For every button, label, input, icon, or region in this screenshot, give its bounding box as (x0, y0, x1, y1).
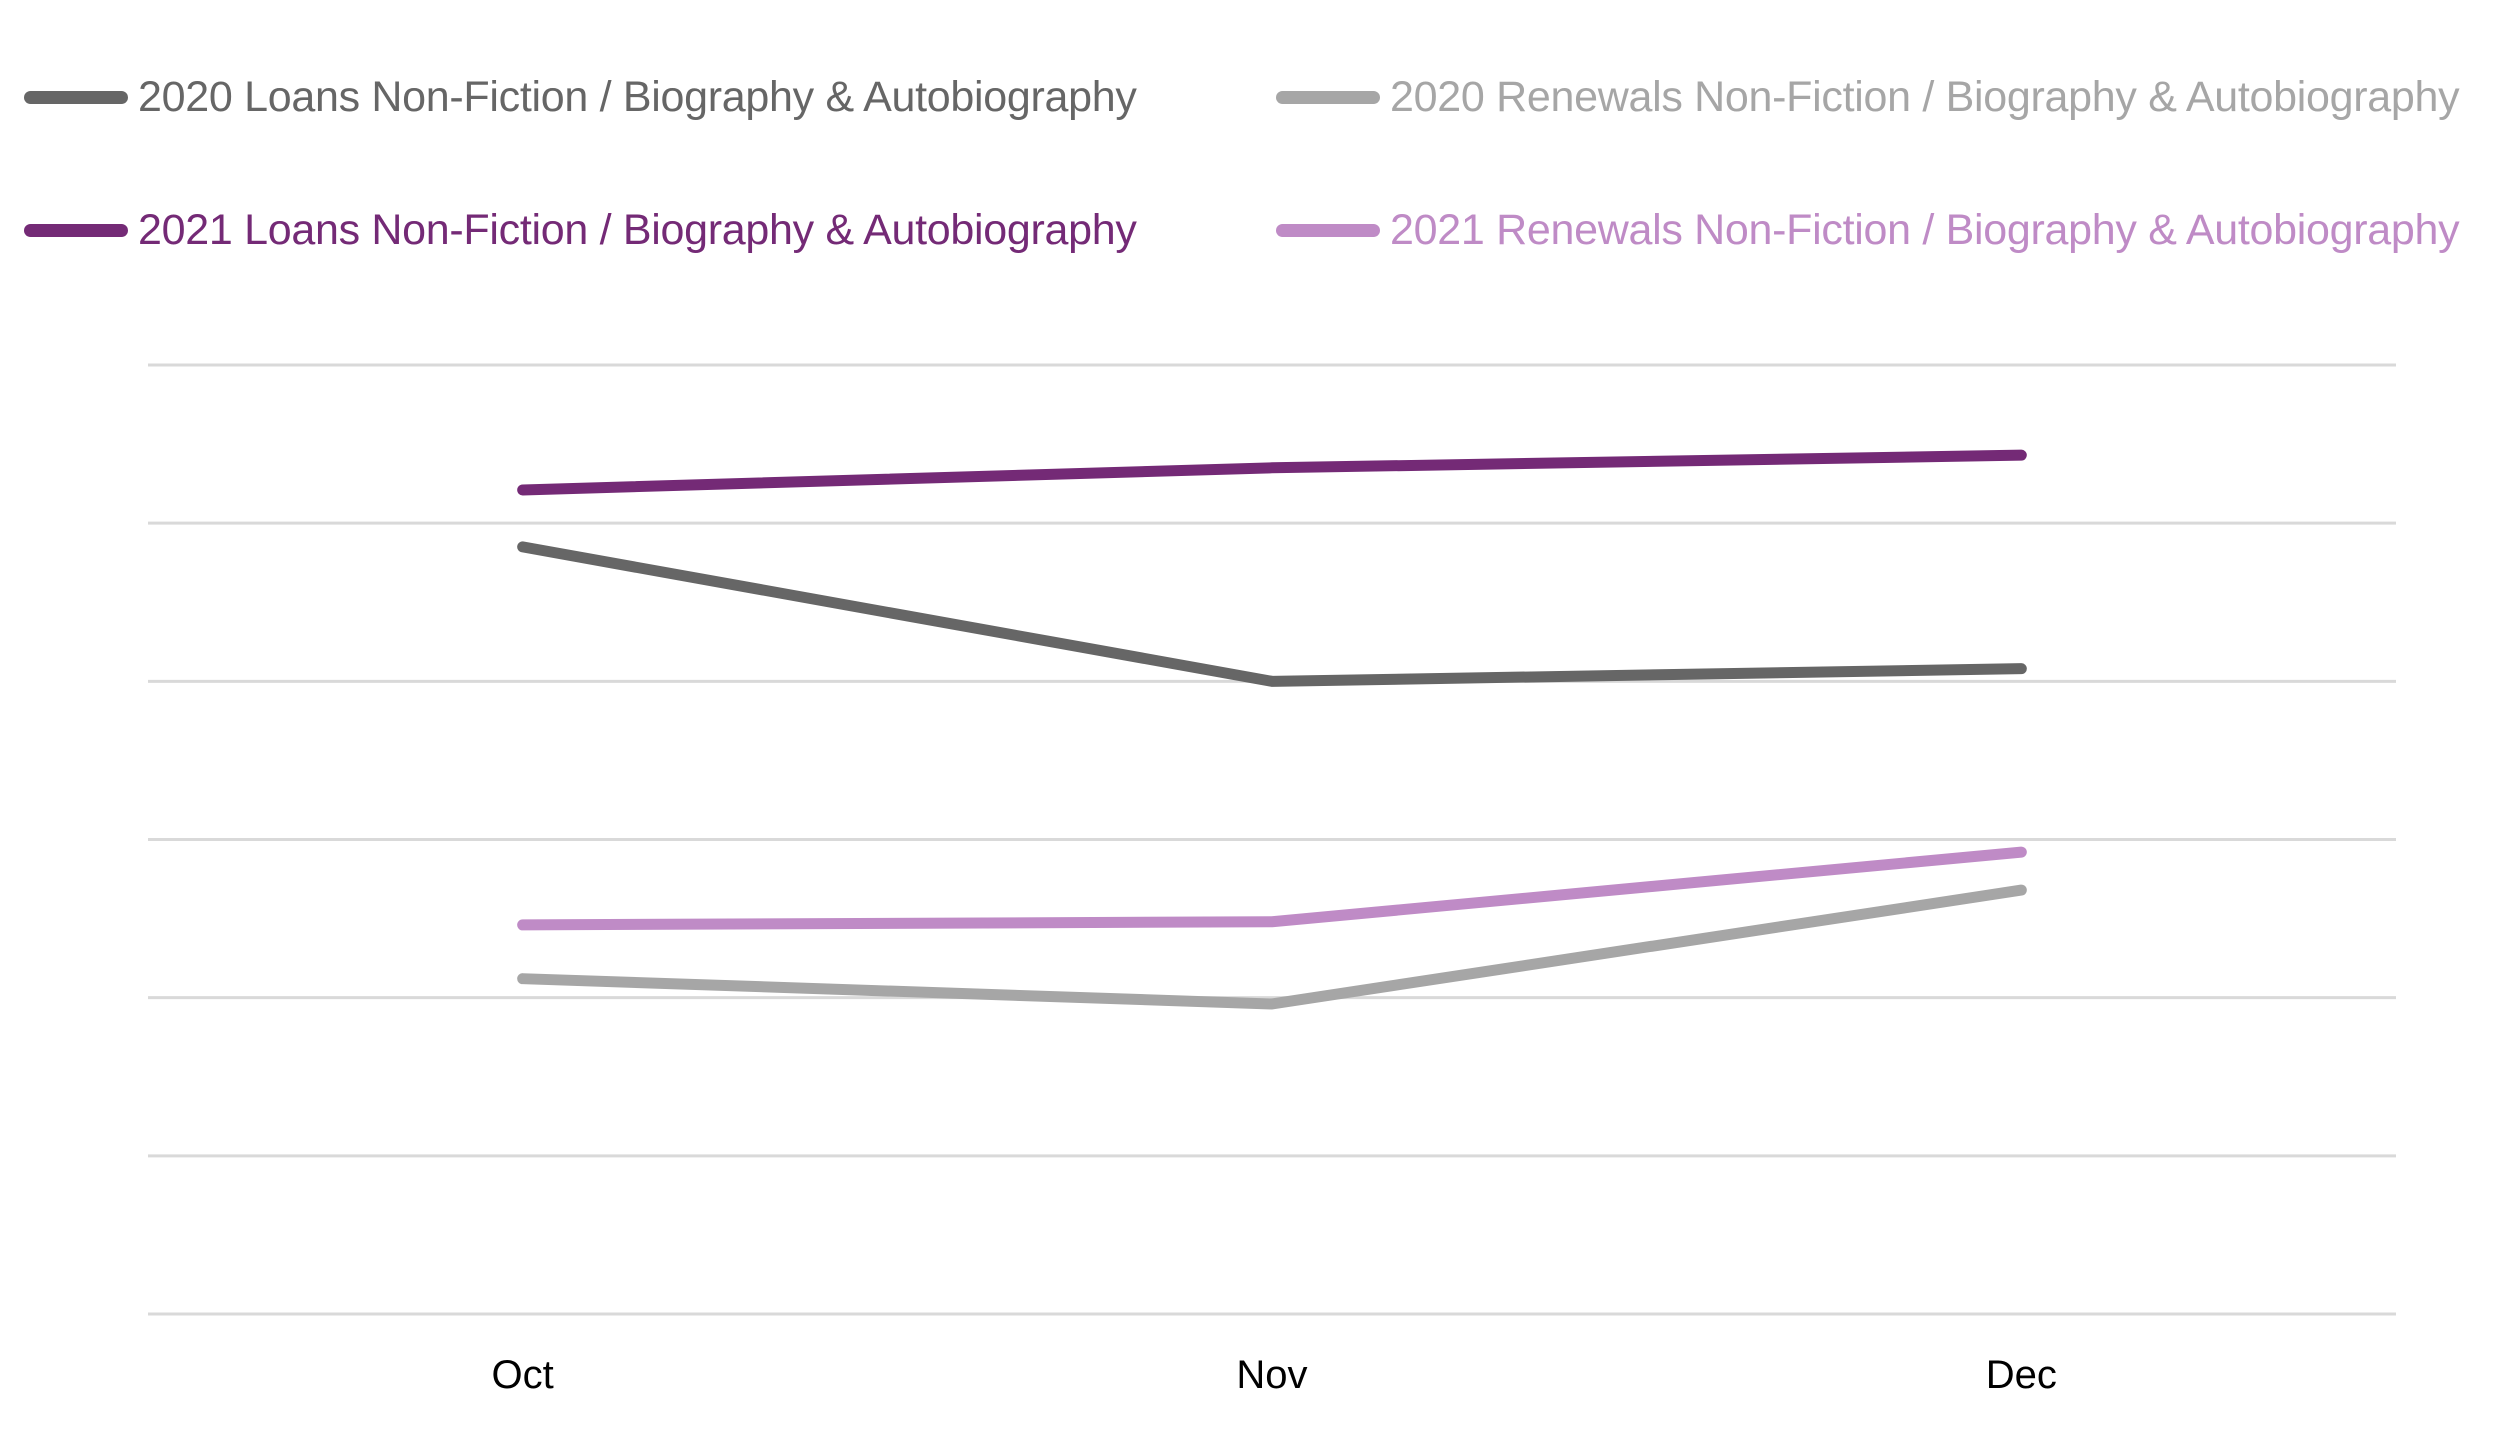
x-axis-tick-labels: Oct Nov Dec (492, 1353, 2057, 1397)
legend-label-2020-loans: 2020 Loans Non-Fiction / Biography & Aut… (138, 72, 1137, 121)
series-line-0 (517, 541, 2027, 687)
legend-label-2021-loans: 2021 Loans Non-Fiction / Biography & Aut… (138, 205, 1137, 254)
legend-swatch-2021-renewals (1276, 223, 1380, 237)
legend-item-2021-loans: 2021 Loans Non-Fiction / Biography & Aut… (24, 200, 1137, 260)
legend-label-2020-renewals: 2020 Renewals Non-Fiction / Biography & … (1390, 72, 2460, 121)
x-tick-label: Dec (1986, 1353, 2057, 1397)
series-line-3 (517, 846, 2027, 931)
series-line-1 (517, 884, 2027, 1010)
x-tick-label: Oct (492, 1353, 554, 1397)
series-lines (517, 449, 2027, 1010)
legend-label-2021-renewals: 2021 Renewals Non-Fiction / Biography & … (1390, 205, 2460, 254)
legend-swatch-2021-loans (24, 223, 128, 237)
gridlines (148, 363, 2396, 1316)
legend: 2020 Loans Non-Fiction / Biography & Aut… (0, 0, 2500, 300)
legend-item-2020-loans: 2020 Loans Non-Fiction / Biography & Aut… (24, 67, 1137, 127)
x-tick-label: Nov (1236, 1353, 1307, 1397)
legend-swatch-2020-loans (24, 90, 128, 104)
legend-item-2020-renewals: 2020 Renewals Non-Fiction / Biography & … (1276, 67, 2460, 127)
series-line-2 (517, 449, 2027, 496)
legend-swatch-2020-renewals (1276, 90, 1380, 104)
legend-item-2021-renewals: 2021 Renewals Non-Fiction / Biography & … (1276, 200, 2460, 260)
